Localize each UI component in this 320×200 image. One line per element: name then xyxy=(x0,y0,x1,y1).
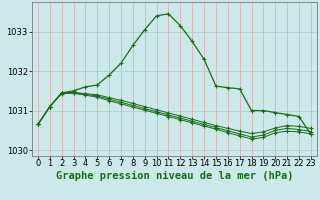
X-axis label: Graphe pression niveau de la mer (hPa): Graphe pression niveau de la mer (hPa) xyxy=(56,171,293,181)
